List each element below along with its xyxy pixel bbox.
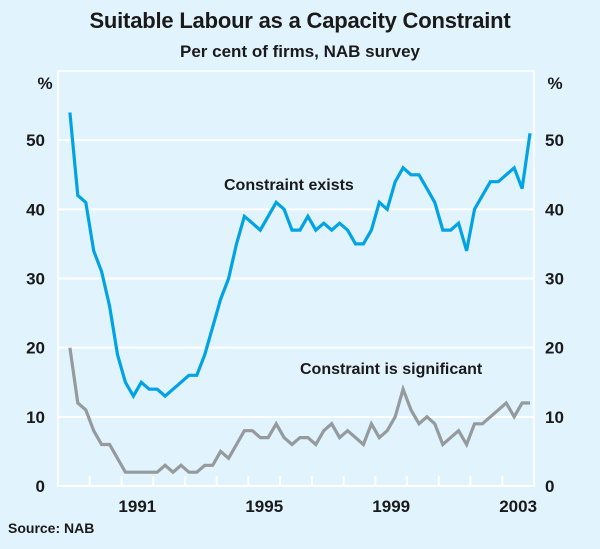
- y-tick-label-right: 0: [545, 477, 554, 496]
- y-tick-label-left: 50: [26, 131, 45, 150]
- y-tick-label-right: 40: [545, 200, 564, 219]
- y-tick-label-left: 10: [26, 408, 45, 427]
- x-tick-label: 1999: [372, 497, 410, 516]
- y-tick-label-right: 10: [545, 408, 564, 427]
- y-tick-label-right: 20: [545, 339, 564, 358]
- y-unit-right: %: [547, 74, 562, 93]
- y-tick-label-left: 20: [26, 339, 45, 358]
- y-tick-label-left: 0: [36, 477, 45, 496]
- y-tick-label-right: 30: [545, 270, 564, 289]
- annotation-constraint-significant: Constraint is significant: [300, 361, 483, 378]
- annotation-constraint-exists: Constraint exists: [224, 177, 354, 194]
- x-tick-label: 1991: [118, 497, 156, 516]
- chart-subtitle: Per cent of firms, NAB survey: [180, 42, 420, 61]
- y-unit-left: %: [37, 74, 52, 93]
- series-line-constraint-is-significant: [68, 347, 530, 475]
- source-note: Source: NAB: [8, 520, 95, 536]
- series-lines: [68, 112, 532, 475]
- gridlines: [57, 70, 535, 487]
- axes: 0 0 10 10 20 20 30 30 40 40 50 50 1991 1995 1999 2003: [26, 131, 564, 516]
- x-tick-label: 2003: [499, 497, 537, 516]
- y-tick-label-left: 30: [26, 270, 45, 289]
- x-tick-label: 1995: [245, 497, 283, 516]
- series-line-constraint-exists: [68, 112, 532, 400]
- y-tick-label-left: 40: [26, 200, 45, 219]
- chart-title: Suitable Labour as a Capacity Constraint: [89, 8, 511, 33]
- y-tick-label-right: 50: [545, 131, 564, 150]
